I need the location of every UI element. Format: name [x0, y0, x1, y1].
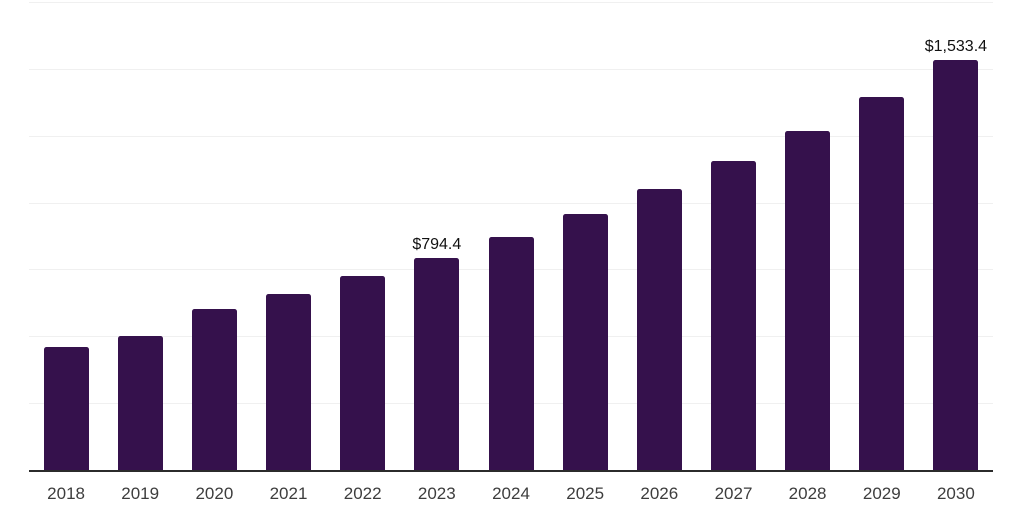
bar-2022	[340, 276, 386, 470]
gridline-1500	[29, 68, 993, 70]
x-tick-2018: 2018	[47, 484, 86, 503]
bar-2020	[191, 309, 237, 470]
bar-2027	[711, 160, 756, 470]
bar-2021	[266, 293, 311, 470]
bar-2029	[859, 96, 905, 470]
bar-2025	[562, 213, 608, 470]
gridline-1750	[29, 2, 993, 3]
x-tick-2021: 2021	[269, 484, 308, 503]
x-tick-2030: 2030	[936, 484, 975, 503]
bar-2019	[117, 335, 163, 470]
x-axis-line	[29, 470, 993, 472]
bar-2030	[933, 59, 979, 470]
bar-2023	[414, 257, 460, 470]
x-tick-2028: 2028	[788, 484, 827, 503]
x-tick-2029: 2029	[862, 484, 901, 503]
value-label-2023: $794.4	[412, 235, 462, 253]
bar-2028	[785, 130, 831, 470]
value-label-2030: $1,533.4	[924, 37, 988, 55]
bar-2018	[43, 347, 89, 470]
x-tick-2026: 2026	[640, 484, 679, 503]
bar-2026	[636, 188, 682, 470]
gridline-1250	[29, 135, 993, 137]
x-tick-2020: 2020	[195, 484, 234, 503]
x-tick-2019: 2019	[121, 484, 160, 503]
x-tick-2025: 2025	[566, 484, 605, 503]
x-tick-2024: 2024	[492, 484, 530, 503]
x-tick-2027: 2027	[714, 484, 753, 503]
x-tick-2023: 2023	[417, 484, 456, 503]
bar-2024	[488, 236, 534, 470]
x-tick-2022: 2022	[343, 484, 382, 503]
gridline-1000	[29, 202, 993, 204]
